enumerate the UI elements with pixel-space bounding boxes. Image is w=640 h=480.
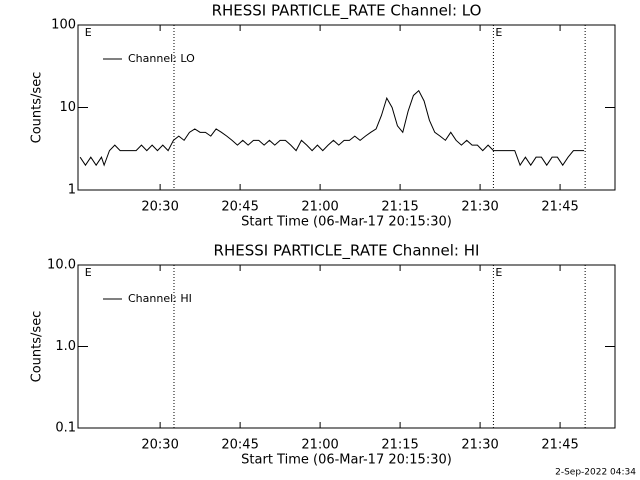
y-tick-label: 100 xyxy=(51,18,76,33)
x-tick-label: 21:00 xyxy=(301,438,338,453)
x-tick-label: 21:30 xyxy=(461,200,498,215)
x-tick-label: 21:45 xyxy=(541,438,578,453)
x-tick-label: 21:00 xyxy=(301,200,338,215)
annotation: E xyxy=(495,26,502,39)
chart-title: RHESSI PARTICLE_RATE Channel: LO xyxy=(212,2,482,21)
x-tick-label: 21:15 xyxy=(381,438,418,453)
y-tick-label: 1 xyxy=(68,183,76,198)
footer: 2-Sep-2022 04:34 xyxy=(555,468,636,478)
y-tick-label: 1.0 xyxy=(55,339,76,354)
plot-frame xyxy=(77,24,616,191)
y-tick-label: 10 xyxy=(59,100,76,115)
x-tick-label: 20:30 xyxy=(141,200,178,215)
legend-label: Channel: LO xyxy=(128,52,195,65)
plot-frame xyxy=(77,264,616,429)
series-line xyxy=(79,89,585,167)
annotation: E xyxy=(85,26,92,39)
legend-label: Channel: HI xyxy=(128,292,192,305)
chart-title: RHESSI PARTICLE_RATE Channel: HI xyxy=(214,242,480,261)
x-axis-label: Start Time (06-Mar-17 20:15:30) xyxy=(241,215,452,230)
x-tick-label: 20:45 xyxy=(221,200,258,215)
x-tick-label: 20:45 xyxy=(221,438,258,453)
x-tick-label: 20:30 xyxy=(141,438,178,453)
annotation: E xyxy=(85,266,92,279)
y-tick-label: 0.1 xyxy=(55,421,76,436)
annotation: E xyxy=(495,266,502,279)
x-axis-label: Start Time (06-Mar-17 20:15:30) xyxy=(241,453,452,468)
x-tick-label: 21:30 xyxy=(461,438,498,453)
x-tick-label: 21:45 xyxy=(541,200,578,215)
y-tick-label: 10.0 xyxy=(47,258,76,273)
y-axis-label: Counts/sec xyxy=(30,72,45,144)
x-tick-label: 21:15 xyxy=(381,200,418,215)
y-axis-label: Counts/sec xyxy=(30,311,45,383)
